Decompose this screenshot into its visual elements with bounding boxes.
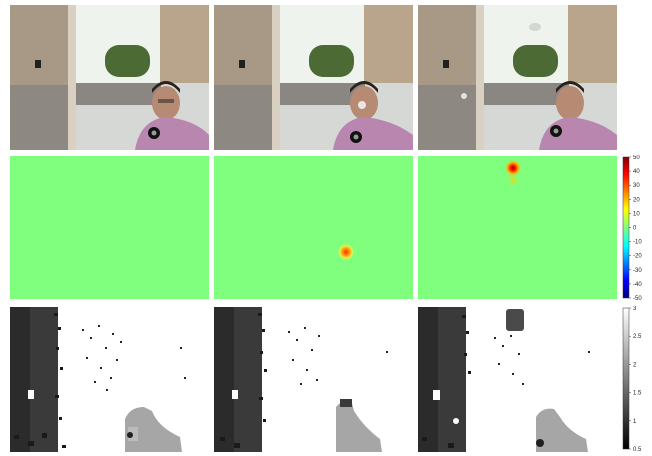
depth-colorbar-tick-label: 1 bbox=[633, 419, 637, 425]
heatmap-colorbar-tick-label: 50 bbox=[633, 155, 640, 161]
heatmap-colorbar-tick-label: 20 bbox=[633, 197, 640, 203]
depth-colorbar-tick-label: 0.5 bbox=[633, 447, 642, 453]
heatmap-hotspot-secondary bbox=[506, 173, 520, 187]
heatmap-colorbar-tick-label: 0 bbox=[633, 226, 637, 232]
heatmap-colorbar-tick-label: -40 bbox=[633, 282, 642, 288]
heatmap-colorbar-tick-label: 10 bbox=[633, 211, 640, 217]
photo-panel-2 bbox=[214, 5, 413, 150]
heatmap-colorbar-tick-label: 40 bbox=[633, 169, 640, 175]
depth-colorbar: 3 2.5 2 1.5 1 0.5 bbox=[622, 306, 652, 454]
heatmap-colorbar-tick-label: -20 bbox=[633, 254, 642, 260]
depth-colorbar-tick-label: 2 bbox=[633, 362, 637, 368]
photo-panel-1 bbox=[10, 5, 209, 150]
heatmap-colorbar-tick-label: -10 bbox=[633, 240, 642, 246]
heatmap-panel-1 bbox=[10, 156, 209, 299]
heatmap-hotspot bbox=[504, 159, 522, 177]
depth-panel-2 bbox=[214, 307, 413, 452]
heatmap-colorbar-tick-label: -30 bbox=[633, 268, 642, 274]
depth-panel-3 bbox=[418, 307, 617, 452]
depth-colorbar-tick-label: 1.5 bbox=[633, 391, 642, 397]
heatmap-panel-3 bbox=[418, 156, 617, 299]
heatmap-colorbar: 50 40 30 20 10 0 -10 -20 -30 -40 -50 bbox=[622, 155, 652, 301]
depth-colorbar-tick-label: 2.5 bbox=[633, 334, 642, 340]
depth-panel-1 bbox=[10, 307, 209, 452]
heatmap-colorbar-gradient bbox=[622, 156, 630, 299]
depth-colorbar-tick-label: 3 bbox=[633, 306, 637, 312]
heatmap-hotspot bbox=[337, 243, 355, 261]
heatmap-panel-2 bbox=[214, 156, 413, 299]
depth-colorbar-gradient bbox=[622, 307, 630, 450]
heatmap-colorbar-tick-label: -50 bbox=[633, 296, 642, 301]
heatmap-colorbar-tick-label: 30 bbox=[633, 183, 640, 189]
photo-panel-3 bbox=[418, 5, 617, 150]
